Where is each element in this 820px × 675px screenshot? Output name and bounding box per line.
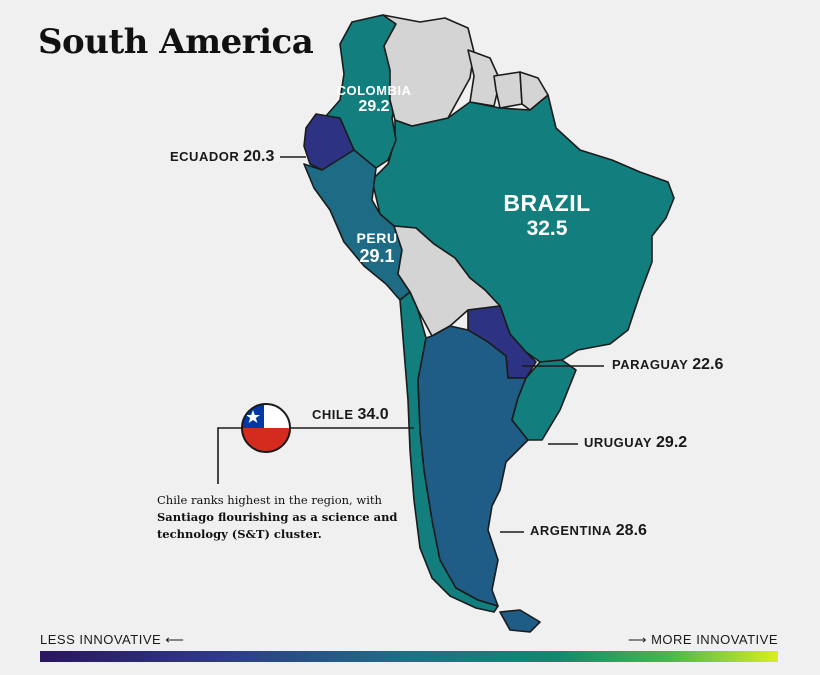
legend-more-innovative: ⟶ MORE INNOVATIVE — [627, 632, 778, 647]
label-chile-value: 34.0 — [357, 406, 389, 423]
label-peru-name: PERU — [356, 230, 398, 246]
label-chile-name: CHILE — [312, 407, 354, 422]
label-ecuador-value: 20.3 — [243, 148, 275, 165]
country-venezuela[interactable] — [382, 14, 475, 127]
chile-note-line2: Santiago flourishing as a science and — [157, 510, 398, 524]
label-ecuador: ECUADOR 20.3 — [170, 148, 274, 166]
label-brazil-value: 32.5 — [526, 217, 568, 240]
country-guyana[interactable] — [467, 49, 501, 107]
label-argentina-value: 28.6 — [615, 522, 647, 539]
label-uruguay-value: 29.2 — [656, 434, 688, 451]
country-argentina[interactable] — [417, 325, 529, 607]
label-colombia-name: COLOMBIA — [336, 83, 412, 98]
label-brazil: BRAZIL 32.5 — [494, 190, 600, 241]
label-argentina: ARGENTINA 28.6 — [530, 522, 647, 540]
chile-flag-icon — [241, 403, 291, 453]
chile-note: Chile ranks highest in the region, with … — [157, 492, 407, 543]
label-paraguay-value: 22.6 — [692, 356, 724, 373]
label-uruguay: URUGUAY 29.2 — [584, 434, 687, 452]
label-chile: CHILE 34.0 — [312, 406, 389, 424]
map-title: South America — [38, 22, 314, 62]
label-colombia: COLOMBIA 29.2 — [330, 83, 418, 116]
label-peru: PERU 29.1 — [346, 230, 408, 267]
country-argentina-tierra-del-fuego[interactable] — [499, 609, 541, 633]
label-uruguay-name: URUGUAY — [584, 435, 653, 450]
label-paraguay-name: PARAGUAY — [612, 357, 689, 372]
label-colombia-value: 29.2 — [358, 98, 390, 115]
innovation-scale-bar — [40, 651, 778, 662]
chile-note-line1: Chile ranks highest in the region, with — [157, 493, 382, 507]
country-suriname[interactable] — [493, 71, 523, 109]
label-argentina-name: ARGENTINA — [530, 523, 612, 538]
country-uruguay[interactable] — [511, 359, 577, 441]
country-french-guiana[interactable] — [519, 71, 549, 111]
label-peru-value: 29.1 — [359, 246, 395, 266]
chile-note-line3: technology (S&T) cluster. — [157, 527, 322, 541]
label-brazil-name: BRAZIL — [503, 190, 591, 216]
label-paraguay: PARAGUAY 22.6 — [612, 356, 723, 374]
label-ecuador-name: ECUADOR — [170, 149, 240, 164]
legend-less-innovative: LESS INNOVATIVE ⟵ — [40, 632, 185, 647]
chile-leader-line — [217, 427, 242, 484]
